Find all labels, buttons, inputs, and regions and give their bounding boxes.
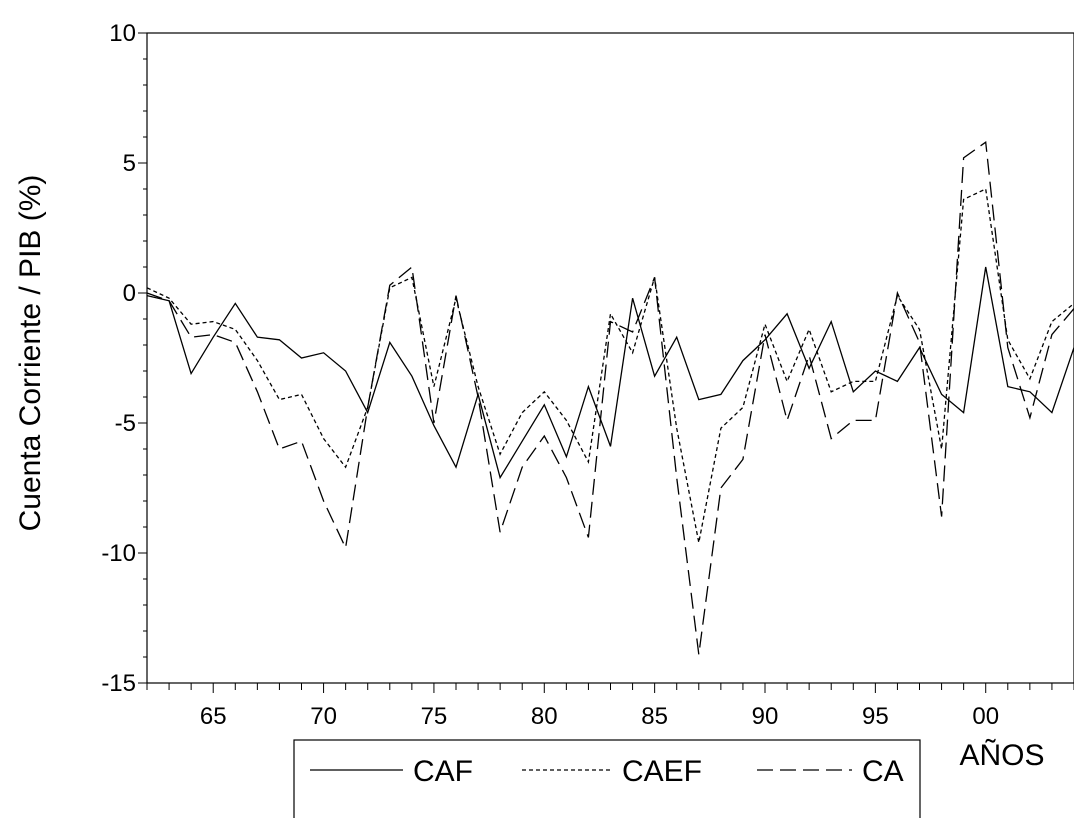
legend-box	[293, 739, 921, 818]
series-line-caef	[146, 188, 1074, 543]
y-tick-label: 5	[123, 150, 136, 177]
series-line-caf	[146, 266, 1074, 480]
x-tick-label: 00	[972, 703, 999, 730]
axes: -15 -10 -5 0 5 10 65 70 75 80 85 90 95 00	[101, 20, 1074, 730]
y-tick-label: 0	[123, 280, 136, 307]
y-tick-label: -10	[101, 540, 136, 567]
y-tick-label: -15	[101, 670, 136, 697]
series-lines	[146, 141, 1074, 655]
plot-area	[146, 32, 1074, 684]
x-tick-label: 80	[531, 703, 558, 730]
legend: CAF CAEF CA	[293, 739, 921, 818]
x-tick-label: 70	[310, 703, 337, 730]
x-axis-title: AÑOS	[959, 738, 1044, 772]
legend-label-ca: CA	[862, 755, 904, 788]
x-tick-label: 95	[862, 703, 889, 730]
x-tick-label: 65	[200, 703, 227, 730]
y-axis-title: Cuenta Corriente / PIB (%)	[14, 175, 47, 532]
legend-label-caef: CAEF	[622, 755, 702, 788]
x-tick-label: 85	[641, 703, 668, 730]
y-tick-label: 10	[109, 20, 136, 47]
x-tick-label: 75	[421, 703, 448, 730]
x-tick-label: 90	[752, 703, 779, 730]
y-tick-label: -5	[115, 410, 136, 437]
series-line-ca	[146, 141, 1074, 655]
legend-label-caf: CAF	[413, 755, 473, 788]
plot-frame	[146, 32, 1074, 684]
